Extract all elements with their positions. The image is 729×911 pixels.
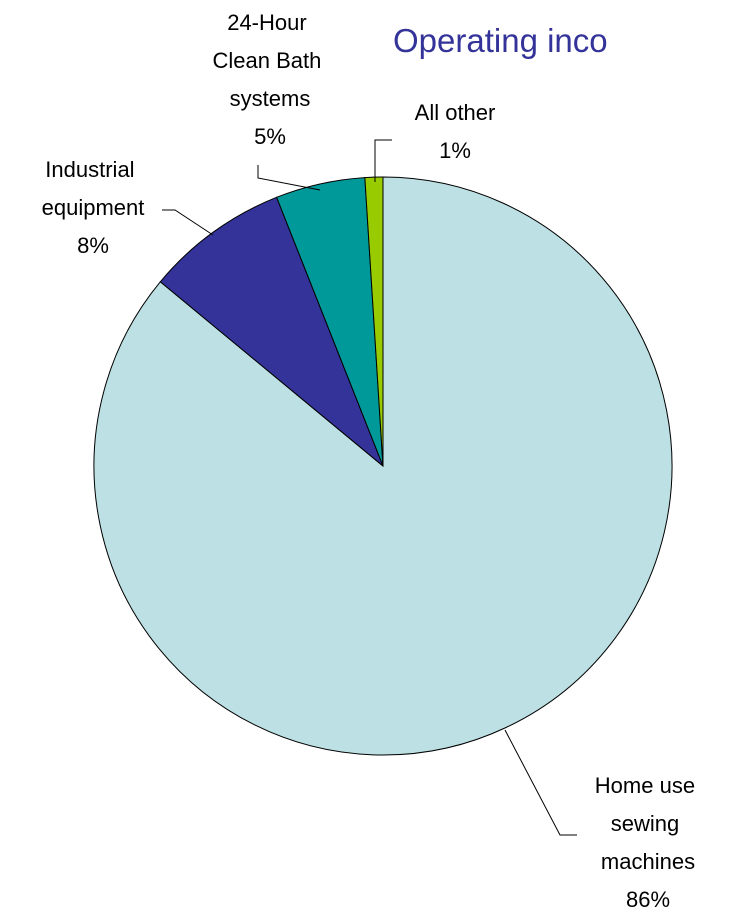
leader-line <box>504 729 577 836</box>
slice-label: Home use sewing machines <box>595 773 701 874</box>
leader-line <box>257 165 321 191</box>
slice-label: All other <box>415 100 496 125</box>
pie-slice <box>159 196 384 467</box>
value-label: 86% <box>626 887 670 911</box>
pie-slice <box>364 176 384 467</box>
value-label: 8% <box>77 233 109 258</box>
leader-line <box>162 209 214 236</box>
pie-slice <box>93 176 673 756</box>
value-label: 5% <box>254 124 286 149</box>
leader-line <box>374 139 392 182</box>
slice-label: 24-Hour Clean Bath systems <box>213 10 328 111</box>
slice-label: Industrial equipment <box>42 157 145 220</box>
value-label: 1% <box>439 138 471 163</box>
chart-title: Operating inco <box>393 22 608 59</box>
